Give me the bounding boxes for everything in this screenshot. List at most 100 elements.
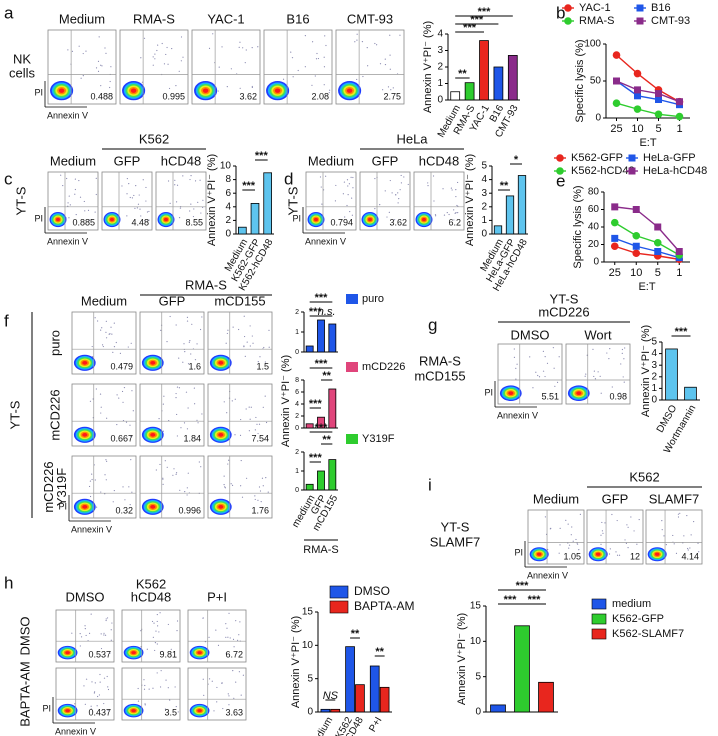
event-dot bbox=[618, 554, 621, 556]
event-dot bbox=[578, 549, 580, 551]
event-dot bbox=[95, 67, 98, 69]
event-dot bbox=[227, 693, 229, 695]
event-dot bbox=[201, 413, 203, 415]
significance: ** bbox=[458, 68, 467, 80]
event-dot bbox=[129, 424, 131, 426]
significance: ** bbox=[500, 180, 509, 192]
event-dot bbox=[143, 688, 146, 690]
event-dot bbox=[163, 395, 165, 397]
event-dot bbox=[379, 203, 381, 206]
event-dot bbox=[125, 421, 128, 423]
event-dot bbox=[178, 357, 180, 359]
density bbox=[82, 432, 88, 437]
marker bbox=[633, 69, 642, 78]
event-dot bbox=[374, 177, 376, 180]
significance: ** bbox=[322, 370, 331, 382]
event-dot bbox=[256, 423, 258, 425]
event-dot bbox=[254, 495, 256, 497]
event-dot bbox=[183, 343, 185, 345]
event-dot bbox=[167, 180, 170, 182]
event-dot bbox=[187, 407, 189, 409]
event-dot bbox=[100, 412, 102, 414]
event-dot bbox=[100, 329, 102, 331]
event-dot bbox=[104, 47, 106, 49]
event-dot bbox=[82, 52, 84, 55]
event-dot bbox=[234, 434, 236, 436]
y-tick-label: 2 bbox=[295, 449, 299, 456]
flow-y-axis: PI bbox=[42, 703, 51, 713]
significance: *** bbox=[675, 326, 689, 338]
event-dot bbox=[620, 363, 622, 365]
event-dot bbox=[155, 630, 157, 632]
event-dot bbox=[249, 325, 251, 327]
event-dot bbox=[156, 49, 158, 52]
series-line bbox=[616, 54, 680, 103]
event-dot bbox=[217, 90, 219, 92]
event-dot bbox=[186, 316, 189, 318]
event-dot bbox=[74, 188, 76, 191]
marker bbox=[556, 167, 564, 175]
event-dot bbox=[352, 187, 354, 189]
event-dot bbox=[213, 710, 215, 712]
event-dot bbox=[91, 681, 93, 683]
event-dot bbox=[190, 353, 192, 355]
legend-label: K562-GFP bbox=[612, 613, 664, 625]
marker bbox=[636, 4, 644, 12]
event-dot bbox=[291, 57, 294, 59]
density bbox=[82, 504, 88, 509]
bar bbox=[493, 225, 503, 235]
density bbox=[65, 651, 70, 655]
series-line bbox=[614, 206, 680, 252]
event-dot bbox=[565, 519, 567, 521]
event-dot bbox=[85, 678, 88, 680]
bar bbox=[305, 423, 314, 429]
column-label: GFP bbox=[602, 491, 629, 506]
event-dot bbox=[137, 687, 139, 690]
event-dot bbox=[323, 84, 325, 86]
event-dot bbox=[128, 486, 130, 488]
event-dot bbox=[112, 501, 114, 503]
density bbox=[58, 88, 65, 93]
event-dot bbox=[105, 618, 107, 620]
event-dot bbox=[457, 212, 459, 214]
event-dot bbox=[97, 695, 99, 698]
event-dot bbox=[529, 356, 531, 358]
event-dot bbox=[325, 44, 327, 47]
bar bbox=[345, 646, 355, 713]
marker bbox=[655, 96, 662, 103]
event-dot bbox=[103, 634, 105, 636]
event-dot bbox=[257, 46, 259, 48]
event-dot bbox=[311, 84, 313, 86]
event-dot bbox=[234, 398, 236, 400]
event-dot bbox=[97, 320, 99, 322]
y-tick-label: 8 bbox=[295, 377, 299, 384]
row-label: RMA-S bbox=[419, 353, 461, 368]
event-dot bbox=[227, 329, 229, 331]
bar bbox=[317, 470, 325, 491]
event-dot bbox=[68, 217, 70, 219]
event-dot bbox=[689, 547, 691, 549]
event-dot bbox=[194, 403, 196, 405]
event-dot bbox=[106, 460, 108, 462]
bar bbox=[317, 416, 325, 429]
event-dot bbox=[554, 385, 556, 387]
event-dot bbox=[407, 183, 409, 186]
event-dot bbox=[242, 47, 244, 49]
density bbox=[274, 88, 281, 93]
marker bbox=[610, 218, 619, 227]
event-dot bbox=[87, 209, 90, 211]
event-dot bbox=[174, 184, 176, 186]
density bbox=[131, 709, 136, 713]
event-dot bbox=[239, 87, 241, 89]
event-dot bbox=[137, 203, 140, 205]
y-tick-label: 3 bbox=[481, 188, 487, 199]
event-dot bbox=[238, 46, 240, 48]
column-label: Medium bbox=[81, 293, 127, 308]
significance: * bbox=[514, 154, 519, 166]
event-dot bbox=[382, 89, 384, 91]
significance: *** bbox=[315, 358, 329, 370]
event-dot bbox=[135, 185, 137, 187]
event-dot bbox=[202, 617, 204, 619]
flow-x-axis: Annexin V bbox=[497, 410, 538, 420]
flow-x-axis: Annexin V bbox=[47, 236, 88, 246]
